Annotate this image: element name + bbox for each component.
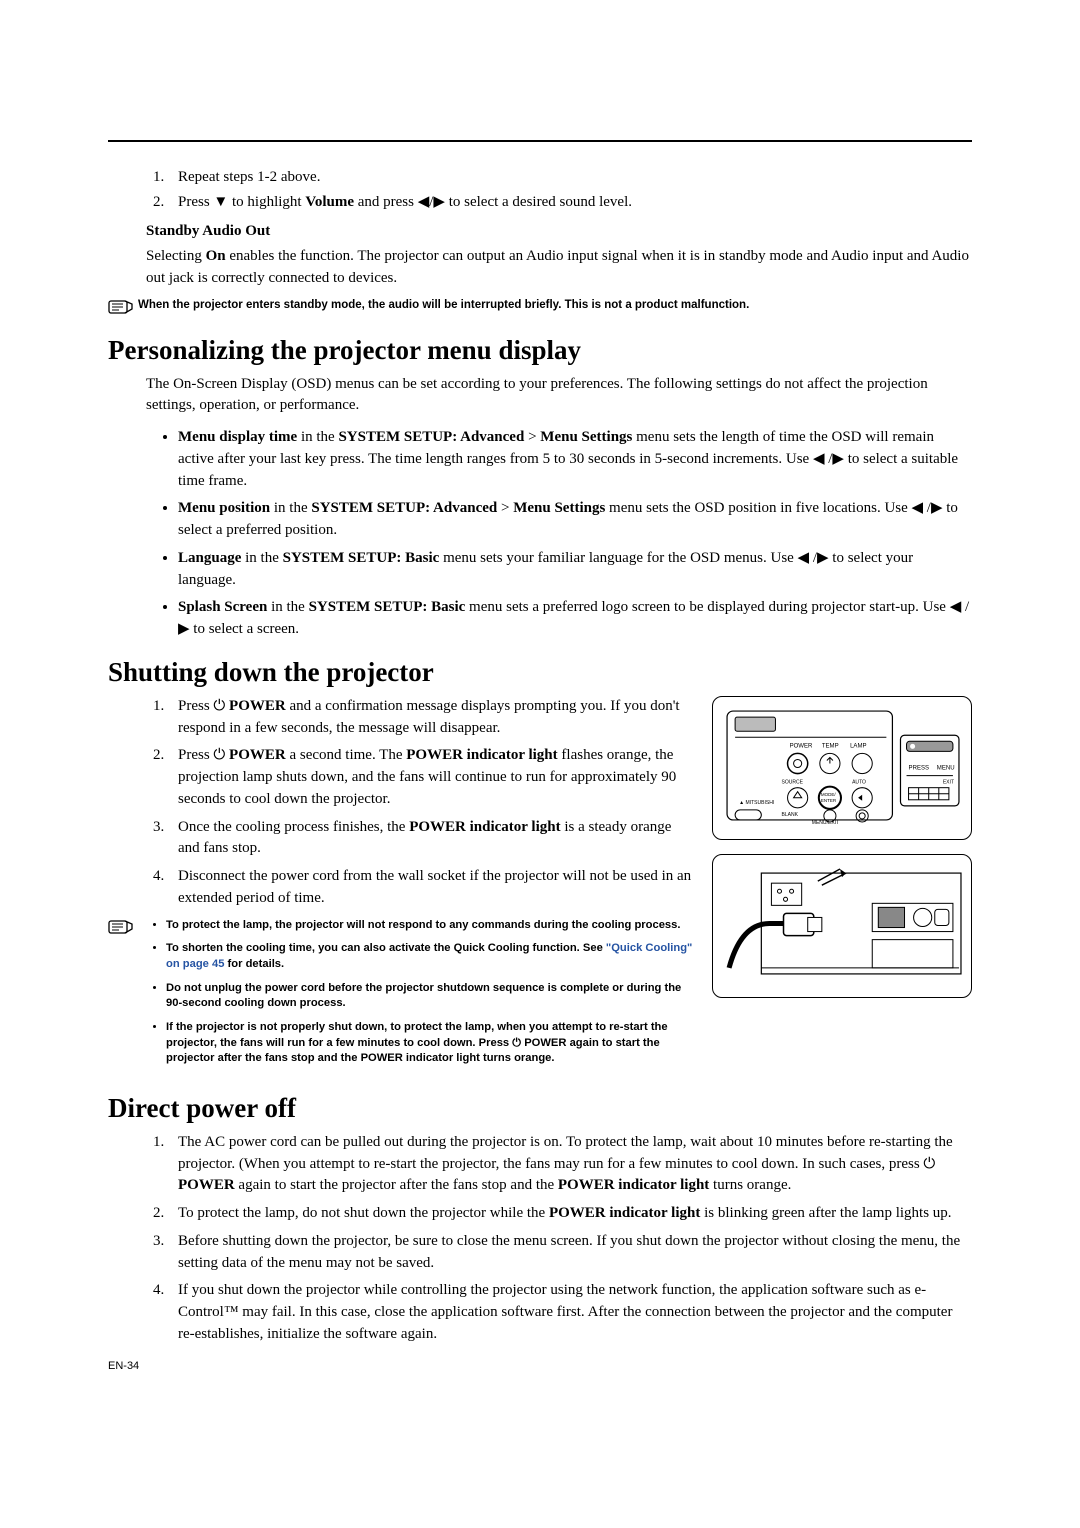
shutdown-steps: Press ⏻ POWER and a confirmation message… <box>108 696 694 910</box>
standby-note-text: When the projector enters standby mode, … <box>138 298 749 314</box>
direct-steps: The AC power cord can be pulled out duri… <box>108 1132 972 1346</box>
shutdown-warning: If the projector is not properly shut do… <box>166 1020 694 1067</box>
illustration-power-cord <box>712 854 972 998</box>
personalize-bullet: Splash Screen in the SYSTEM SETUP: Basic… <box>178 597 972 641</box>
shutdown-warnings: To protect the lamp, the projector will … <box>108 918 694 1075</box>
svg-text:MODE/: MODE/ <box>821 792 837 797</box>
svg-text:EXIT: EXIT <box>943 779 954 785</box>
personalize-bullet: Language in the SYSTEM SETUP: Basic menu… <box>178 548 972 592</box>
note-icon <box>108 298 138 321</box>
direct-step: To protect the lamp, do not shut down th… <box>168 1203 972 1225</box>
svg-text:SOURCE: SOURCE <box>782 779 804 785</box>
top-step: Repeat steps 1-2 above. <box>168 166 972 189</box>
direct-step: The AC power cord can be pulled out duri… <box>168 1132 972 1197</box>
svg-text:LAMP: LAMP <box>850 743 866 749</box>
standby-audio-heading: Standby Audio Out <box>146 223 972 240</box>
shutdown-step: Press ⏻ POWER and a confirmation message… <box>168 696 694 740</box>
shutdown-warning: To protect the lamp, the projector will … <box>166 918 694 934</box>
standby-audio-body: Selecting On enables the function. The p… <box>146 246 972 290</box>
personalize-intro: The On-Screen Display (OSD) menus can be… <box>146 374 972 418</box>
shutdown-title: Shutting down the projector <box>108 657 972 688</box>
personalize-title: Personalizing the projector menu display <box>108 335 972 366</box>
page-number: EN-34 <box>108 1360 139 1372</box>
svg-text:PRESS: PRESS <box>909 765 930 771</box>
personalize-bullet: Menu position in the SYSTEM SETUP: Advan… <box>178 498 972 542</box>
personalize-bullet: Menu display time in the SYSTEM SETUP: A… <box>178 427 972 492</box>
direct-step: If you shut down the projector while con… <box>168 1280 972 1345</box>
svg-text:POWER: POWER <box>790 743 813 749</box>
direct-title: Direct power off <box>108 1093 972 1124</box>
svg-text:BLANK: BLANK <box>782 812 799 818</box>
top-steps-list: Repeat steps 1-2 above. Press ▼ to highl… <box>108 166 972 213</box>
header-rule <box>108 140 972 142</box>
svg-text:MENU/EXIT: MENU/EXIT <box>812 820 839 826</box>
direct-step: Before shutting down the projector, be s… <box>168 1231 972 1275</box>
svg-text:TEMP: TEMP <box>822 743 839 749</box>
shutdown-step: Press ⏻ POWER a second time. The POWER i… <box>168 745 694 810</box>
shutdown-step: Once the cooling process finishes, the P… <box>168 817 694 861</box>
svg-text:MENU: MENU <box>937 765 955 771</box>
shutdown-step: Disconnect the power cord from the wall … <box>168 866 694 910</box>
svg-text:ENTER: ENTER <box>821 798 837 803</box>
svg-text:▲ MITSUBISHI: ▲ MITSUBISHI <box>739 800 774 806</box>
shutdown-warning: Do not unplug the power cord before the … <box>166 981 694 1012</box>
top-step: Press ▼ to highlight Volume and press ◀/… <box>168 191 972 214</box>
standby-note: When the projector enters standby mode, … <box>108 298 972 321</box>
note-icon <box>108 918 138 1075</box>
svg-text:AUTO: AUTO <box>852 779 866 785</box>
personalize-bullets: Menu display time in the SYSTEM SETUP: A… <box>108 427 972 641</box>
shutdown-warning: To shorten the cooling time, you can als… <box>166 941 694 972</box>
illustration-control-panel: POWER TEMP LAMP SOURCE AUTO MODE/ ENTER <box>712 696 972 840</box>
